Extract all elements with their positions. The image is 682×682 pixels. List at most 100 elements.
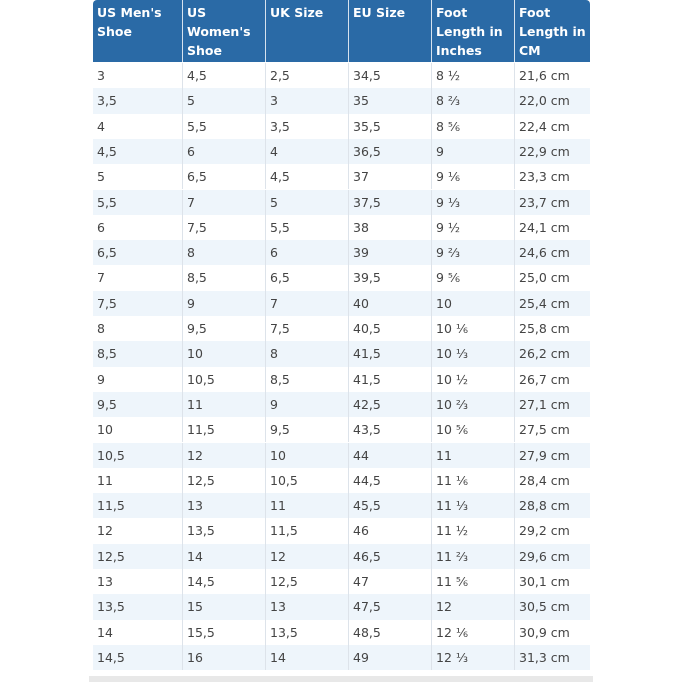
table-cell: 7,5 xyxy=(266,316,349,342)
table-cell: 43,5 xyxy=(349,417,432,443)
table-cell: 6 xyxy=(93,214,183,241)
table-cell: 26,2 cm xyxy=(515,341,590,367)
table-cell: 29,6 cm xyxy=(515,543,590,569)
table-cell: 15 xyxy=(183,594,266,620)
table-cell: 10 xyxy=(183,341,266,367)
table-cell: 4,5 xyxy=(93,138,183,165)
table-cell: 24,1 cm xyxy=(519,219,570,235)
cut-row xyxy=(89,676,593,682)
table-cell: 37,5 xyxy=(349,189,432,215)
table-cell: 8 ⅔ xyxy=(432,88,515,114)
table-cell: 8 xyxy=(266,341,349,367)
table-cell: 10 ½ xyxy=(432,366,515,392)
table-cell: 23,7 cm xyxy=(515,189,590,215)
table-cell: 8 xyxy=(93,316,183,342)
header-cell: Foot Length in Inches xyxy=(432,0,515,62)
header-cell: EU Size xyxy=(349,0,432,62)
table-cell: 3,5 xyxy=(93,88,183,114)
table-cell: 12 xyxy=(93,518,183,544)
table-cell: 49 xyxy=(349,644,432,671)
table-cell: 38 xyxy=(349,214,432,241)
table-cell: 16 xyxy=(183,644,266,671)
table-cell: 9 ⅓ xyxy=(432,189,515,215)
table-cell: 8 ⅚ xyxy=(432,113,515,139)
table-cell: 11 ½ xyxy=(432,518,515,544)
table-cell: 5 xyxy=(93,164,183,190)
table-cell: 11 xyxy=(266,493,349,519)
table-cell: 42,5 xyxy=(349,391,432,418)
table-cell: 39,5 xyxy=(349,265,432,291)
table-cell: 7,5 xyxy=(93,290,183,316)
table-cell: 36,5 xyxy=(349,138,432,165)
table-cell: 2,5 xyxy=(266,63,349,89)
table-cell: 41,5 xyxy=(349,366,432,392)
table-cell: 10 ⅙ xyxy=(432,316,515,342)
table-cell: 11 xyxy=(183,391,266,418)
table-cell: 10 xyxy=(93,417,183,443)
table-cell: 12 xyxy=(266,543,349,569)
table-cell: 27,1 cm xyxy=(515,391,590,418)
table-cell: 11 ⅙ xyxy=(432,467,515,494)
table-cell: 11 xyxy=(93,467,183,494)
table-cell: 8,5 xyxy=(183,265,266,291)
table-cell: 21,6 cm xyxy=(519,68,570,83)
table-cell: 9 xyxy=(432,138,515,165)
table-cell: 7 xyxy=(266,290,349,316)
table-cell: 11,5 xyxy=(266,518,349,544)
table-cell: 3 xyxy=(266,88,349,114)
table-cell: 35 xyxy=(349,88,432,114)
table-cell: 3,5 xyxy=(266,113,349,139)
table-cell: 11 ⅔ xyxy=(432,543,515,569)
table-cell: 30,1 cm xyxy=(519,574,570,589)
table-cell: 12 ⅙ xyxy=(432,619,515,645)
table-cell: 4 xyxy=(93,113,183,139)
table-cell: 22,9 cm xyxy=(515,138,590,165)
table-cell: 7 xyxy=(93,265,183,291)
table-cell: 12,5 xyxy=(183,467,266,494)
table-cell: 14 xyxy=(93,619,183,645)
table-cell: 7,5 xyxy=(183,214,266,241)
table-cell: 9 xyxy=(93,366,183,392)
table-cell: 8 xyxy=(183,240,266,266)
table-cell: 25,4 cm xyxy=(515,290,590,316)
table-cell: 23,3 cm xyxy=(519,169,570,185)
table-cell: 9,5 xyxy=(266,417,349,443)
table-cell: 25,0 cm xyxy=(519,270,570,286)
table-cell: 30,9 cm xyxy=(519,624,570,640)
table-cell: 4,5 xyxy=(266,164,349,190)
table-cell: 10,5 xyxy=(183,366,266,392)
table-cell: 12 xyxy=(183,442,266,468)
table-cell: 13,5 xyxy=(183,518,266,544)
table-cell: 9 xyxy=(266,391,349,418)
table-cell: 14,5 xyxy=(93,644,183,671)
table-cell: 26,7 cm xyxy=(519,371,570,387)
table-cell: 11 ⅚ xyxy=(432,569,515,595)
table-cell: 9 ⅚ xyxy=(432,265,515,291)
table-cell: 10 ⅚ xyxy=(432,417,515,443)
table-cell: 37 xyxy=(349,164,432,190)
header-cell: UK Size xyxy=(266,0,349,62)
table-cell: 30,5 cm xyxy=(515,594,590,620)
table-cell: 24,6 cm xyxy=(515,240,590,266)
table-cell: 15,5 xyxy=(183,619,266,645)
table-cell: 31,3 cm xyxy=(515,644,590,671)
table-cell: 11,5 xyxy=(93,493,183,519)
table-cell: 46,5 xyxy=(349,543,432,569)
table-cell: 6,5 xyxy=(266,265,349,291)
table-cell: 9 xyxy=(183,290,266,316)
table-cell: 48,5 xyxy=(349,619,432,645)
table-cell: 8 ½ xyxy=(432,63,515,89)
table-cell: 5,5 xyxy=(266,214,349,241)
table-cell: 6,5 xyxy=(183,164,266,190)
table-cell: 28,8 cm xyxy=(515,493,590,519)
table-cell: 47 xyxy=(349,569,432,595)
table-cell: 25,8 cm xyxy=(519,321,570,336)
table-cell: 47,5 xyxy=(349,594,432,620)
table-cell: 11,5 xyxy=(183,417,266,443)
table-cell: 12,5 xyxy=(93,543,183,569)
table-cell: 44 xyxy=(349,442,432,468)
table-cell: 10 ⅓ xyxy=(432,341,515,367)
table-cell: 9,5 xyxy=(183,316,266,342)
table-cell: 7 xyxy=(183,189,266,215)
table-cell: 6,5 xyxy=(93,240,183,266)
